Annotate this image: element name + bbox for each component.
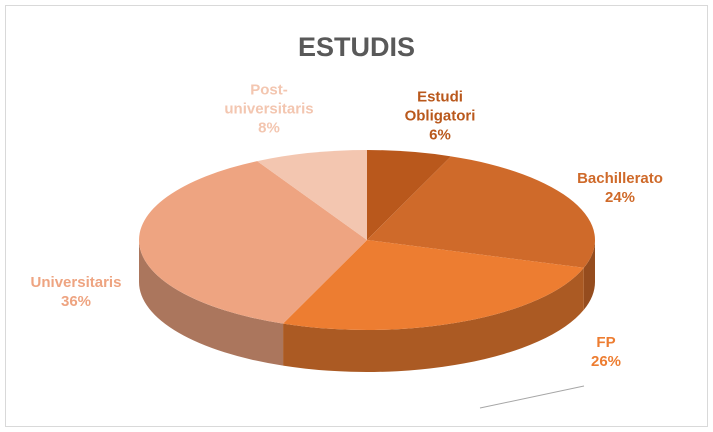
slice-side: [583, 240, 595, 310]
slice: [257, 150, 367, 240]
data-label: Bachillerato 24%: [565, 169, 675, 207]
value-label: 24%: [604, 189, 636, 206]
value-label: 36%: [60, 293, 92, 310]
category-label: Post-universitaris: [224, 81, 314, 118]
slice-side: [283, 267, 584, 372]
value-label: 26%: [590, 353, 622, 370]
slice: [139, 161, 367, 324]
slice-side: [138, 240, 284, 366]
category-label: Bachillerato: [577, 170, 663, 187]
slice: [283, 240, 584, 330]
data-label: Post-universitaris 8%: [214, 81, 324, 138]
category-label: Estudi Obligatori: [404, 88, 476, 125]
slice: [367, 150, 451, 240]
value-label: 6%: [429, 126, 451, 144]
slice: [367, 156, 595, 268]
data-label: Estudi Obligatori 6%: [395, 88, 485, 145]
data-label: FP 26%: [576, 333, 636, 371]
data-label: Universitaris 36%: [16, 273, 136, 311]
category-label: Universitaris: [30, 274, 122, 291]
leader-line: [479, 385, 585, 409]
category-label: FP: [596, 334, 616, 351]
chart-title: ESTUDIS: [297, 32, 416, 62]
value-label: 8%: [258, 119, 280, 137]
